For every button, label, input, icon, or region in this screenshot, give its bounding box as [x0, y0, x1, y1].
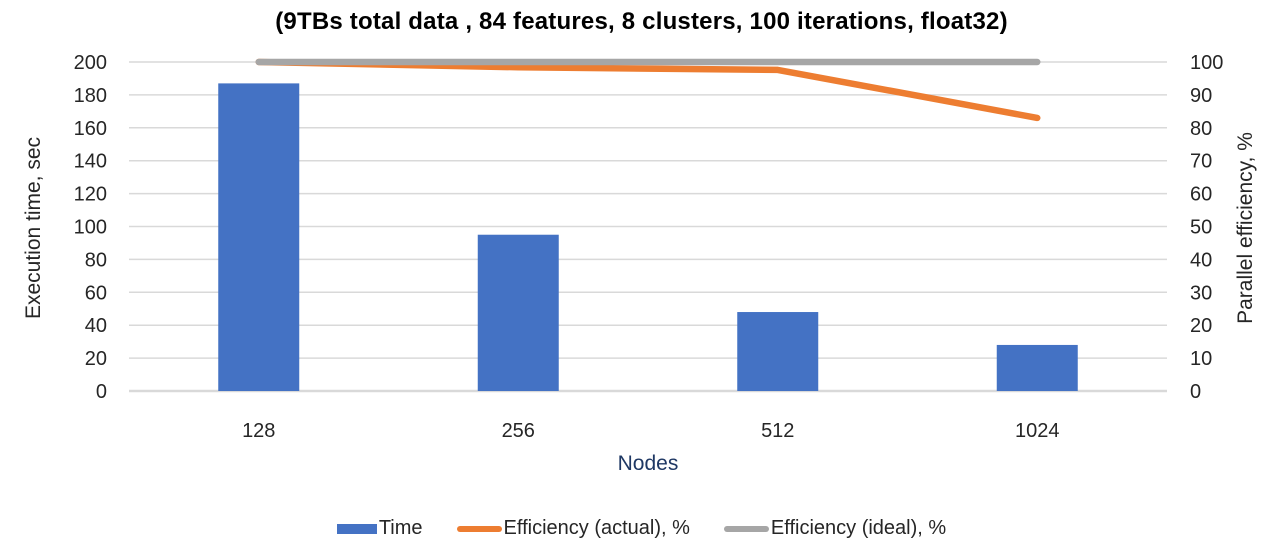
efficiency-ideal-series-swatch	[723, 525, 769, 532]
legend-label: Efficiency (actual), %	[503, 517, 690, 539]
category-label: 128	[242, 420, 275, 442]
left-tick-label: 120	[74, 184, 107, 206]
x-axis-category-labels: 128 256 512 1024	[242, 420, 1059, 442]
right-axis-title: Parallel efficiency, %	[1234, 132, 1257, 324]
left-tick-label: 40	[85, 315, 107, 337]
legend: Time Efficiency (actual), % Efficiency (…	[0, 517, 1283, 540]
right-tick-label: 100	[1190, 52, 1223, 74]
left-tick-label: 180	[74, 85, 107, 107]
right-tick-label: 60	[1190, 184, 1212, 206]
x-axis-title: Nodes	[618, 452, 679, 475]
right-tick-label: 70	[1190, 151, 1212, 173]
left-tick-label: 200	[74, 52, 107, 74]
left-tick-label: 0	[96, 381, 107, 403]
legend-item-efficiency-ideal: Efficiency (ideal), %	[723, 517, 947, 540]
bar-256	[477, 234, 559, 391]
line-efficiency-actual	[255, 58, 1041, 122]
left-tick-label: 100	[74, 217, 107, 239]
left-axis-title: Execution time, sec	[22, 137, 45, 319]
efficiency-actual-series-swatch	[456, 525, 502, 532]
right-tick-label: 30	[1190, 282, 1212, 304]
left-tick-label: 140	[74, 151, 107, 173]
left-tick-label: 60	[85, 282, 107, 304]
right-tick-label: 10	[1190, 348, 1212, 370]
right-tick-label: 90	[1190, 85, 1212, 107]
legend-item-time: Time	[336, 517, 423, 540]
left-tick-label: 20	[85, 348, 107, 370]
category-label: 1024	[1015, 420, 1060, 442]
category-label: 512	[761, 420, 794, 442]
right-tick-label: 40	[1190, 249, 1212, 271]
left-tick-label: 80	[85, 249, 107, 271]
left-tick-label: 160	[74, 118, 107, 140]
bar-128	[218, 83, 300, 391]
category-label: 256	[502, 420, 535, 442]
right-tick-label: 0	[1190, 381, 1201, 403]
bar-512	[737, 312, 819, 391]
right-tick-label: 20	[1190, 315, 1212, 337]
legend-item-efficiency-actual: Efficiency (actual), %	[456, 517, 690, 540]
right-tick-label: 80	[1190, 118, 1212, 140]
time-series-swatch	[336, 523, 377, 534]
right-tick-label: 50	[1190, 217, 1212, 239]
bar-series	[218, 83, 1078, 391]
legend-label: Efficiency (ideal), %	[770, 517, 947, 539]
chart-title: (9TBs total data , 84 features, 8 cluste…	[275, 8, 1008, 35]
bar-1024	[996, 344, 1078, 391]
legend-label: Time	[378, 517, 423, 539]
right-axis-ticks: 0 10 20 30 40 50 60 70 80 90 100	[1190, 52, 1223, 403]
left-axis-ticks: 0 20 40 60 80 100 120 140 160 180 200	[74, 52, 107, 403]
line-series	[255, 58, 1041, 122]
